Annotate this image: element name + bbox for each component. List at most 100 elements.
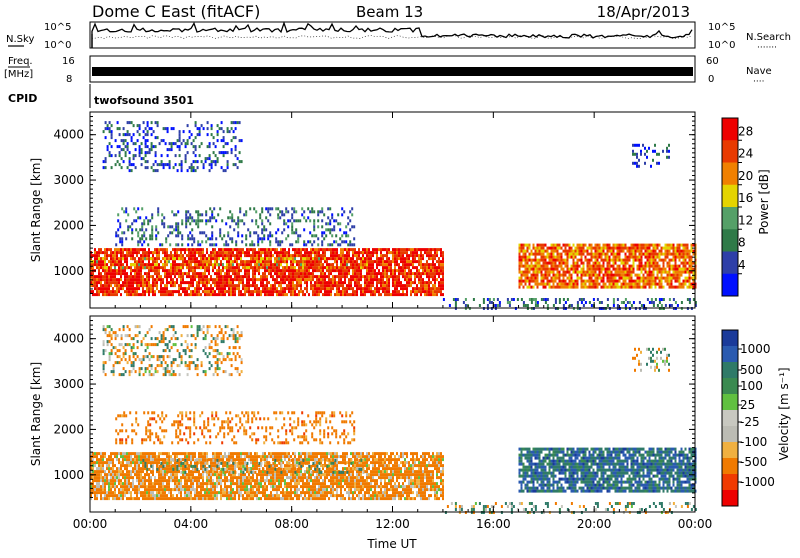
scatter-cell: [661, 250, 663, 253]
scatter-cell: [370, 272, 372, 275]
scatter-cell: [94, 293, 96, 296]
scatter-cell: [272, 287, 274, 290]
scatter-cell: [109, 130, 111, 133]
scatter-cell: [228, 266, 230, 269]
scatter-cell: [410, 293, 412, 296]
scatter-cell: [603, 250, 605, 253]
scatter-cell: [134, 290, 136, 293]
scatter-cell: [565, 244, 567, 247]
scatter-cell: [675, 280, 677, 283]
scatter-cell: [158, 248, 160, 251]
scatter-cell: [138, 287, 140, 290]
scatter-cell: [228, 254, 230, 257]
scatter-cell: [611, 277, 613, 280]
scatter-cell: [386, 263, 388, 266]
scatter-cell: [235, 136, 237, 139]
scatter-cell: [105, 166, 107, 169]
scatter-cell: [523, 265, 525, 268]
scatter-cell: [297, 234, 299, 237]
scatter-cell: [298, 278, 300, 281]
scatter-cell: [205, 210, 207, 213]
scatter-cell: [279, 243, 281, 246]
scatter-cell: [183, 139, 185, 142]
scatter-cell: [235, 145, 237, 148]
scatter-cell: [388, 266, 390, 269]
scatter-cell: [527, 256, 529, 259]
scatter-cell: [637, 250, 639, 253]
scatter-cell: [428, 254, 430, 257]
scatter-cell: [116, 278, 118, 281]
scatter-cell: [192, 278, 194, 281]
scatter-cell: [254, 254, 256, 257]
scatter-cell: [151, 121, 153, 124]
scatter-cell: [631, 274, 633, 277]
power-colorbar-tick-label: 24: [738, 147, 753, 161]
scatter-cell: [398, 281, 400, 284]
scatter-cell: [124, 485, 126, 488]
scatter-cell: [261, 222, 263, 225]
scatter-cell: [180, 281, 182, 284]
scatter-cell: [286, 251, 288, 254]
scatter-cell: [143, 219, 145, 222]
scatter-cell: [430, 248, 432, 251]
scatter-cell: [298, 248, 300, 251]
scatter-cell: [384, 281, 386, 284]
scatter-cell: [687, 280, 689, 283]
scatter-cell: [440, 281, 442, 284]
scatter-cell: [192, 257, 194, 260]
scatter-cell: [274, 260, 276, 263]
scatter-cell: [436, 266, 438, 269]
scatter-cell: [204, 263, 206, 266]
scatter-cell: [207, 121, 209, 124]
scatter-cell: [96, 251, 98, 254]
scatter-cell: [607, 262, 609, 265]
scatter-cell: [328, 290, 330, 293]
scatter-cell: [440, 269, 442, 272]
scatter-cell: [103, 166, 105, 169]
scatter-cell: [204, 269, 206, 272]
scatter-cell: [230, 257, 232, 260]
scatter-cell: [106, 278, 108, 281]
scatter-cell: [254, 275, 256, 278]
scatter-cell: [561, 283, 563, 286]
scatter-cell: [111, 124, 113, 127]
scatter-cell: [657, 268, 659, 271]
scatter-cell: [139, 216, 141, 219]
scatter-cell: [228, 281, 230, 284]
scatter-cell: [537, 250, 539, 253]
scatter-cell: [155, 169, 157, 172]
scatter-cell: [623, 277, 625, 280]
scatter-cell: [172, 248, 174, 251]
scatter-cell: [143, 136, 145, 139]
scatter-cell: [226, 275, 228, 278]
scatter-cell: [639, 286, 641, 289]
scatter-cell: [134, 263, 136, 266]
scatter-cell: [595, 259, 597, 262]
scatter-cell: [591, 265, 593, 268]
scatter-cell: [392, 275, 394, 278]
scatter-cell: [180, 257, 182, 260]
noise-tick-bottom-left: 10^0: [44, 40, 71, 51]
scatter-cell: [396, 260, 398, 263]
scatter-cell: [214, 251, 216, 254]
scatter-cell: [240, 278, 242, 281]
scatter-cell: [639, 247, 641, 250]
scatter-cell: [112, 263, 114, 266]
scatter-cell: [94, 284, 96, 287]
scatter-cell: [155, 136, 157, 139]
scatter-cell: [575, 271, 577, 274]
scatter-cell: [360, 287, 362, 290]
scatter-cell: [211, 133, 213, 136]
scatter-cell: [177, 210, 179, 213]
scatter-cell: [349, 240, 351, 243]
scatter-cell: [100, 281, 102, 284]
scatter-cell: [617, 304, 619, 307]
scatter-cell: [182, 266, 184, 269]
scatter-cell: [215, 145, 217, 148]
scatter-cell: [653, 247, 655, 250]
scatter-cell: [669, 247, 671, 250]
scatter-cell: [290, 293, 292, 296]
scatter-cell: [651, 298, 653, 301]
scatter-cell: [227, 130, 229, 133]
scatter-cell: [120, 452, 122, 455]
